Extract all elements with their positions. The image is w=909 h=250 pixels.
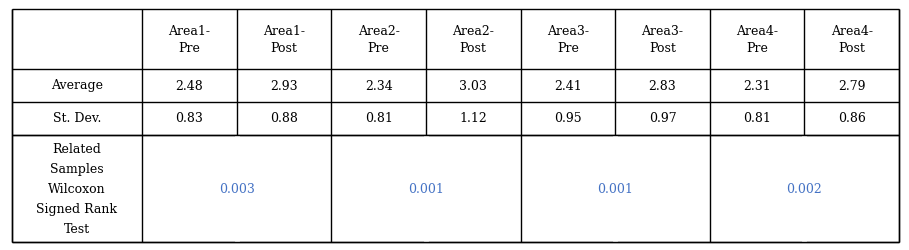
Text: 2.93: 2.93 — [270, 79, 298, 92]
Text: 0.81: 0.81 — [365, 112, 393, 125]
Text: 1.12: 1.12 — [459, 112, 487, 125]
Text: Area2-
Pre: Area2- Pre — [357, 25, 399, 54]
Text: 0.83: 0.83 — [175, 112, 204, 125]
Text: Area1-
Post: Area1- Post — [263, 25, 305, 54]
Text: 2.48: 2.48 — [175, 79, 204, 92]
Text: Average: Average — [51, 79, 103, 92]
Text: 0.97: 0.97 — [649, 112, 676, 125]
Text: 0.95: 0.95 — [554, 112, 582, 125]
Text: Area2-
Post: Area2- Post — [453, 25, 494, 54]
Text: 2.41: 2.41 — [554, 79, 582, 92]
Text: Area4-
Pre: Area4- Pre — [736, 25, 778, 54]
Text: 0.88: 0.88 — [270, 112, 298, 125]
Text: 0.81: 0.81 — [744, 112, 771, 125]
Text: St. Dev.: St. Dev. — [53, 112, 101, 125]
Text: 0.002: 0.002 — [786, 182, 823, 195]
Text: Area4-
Post: Area4- Post — [831, 25, 873, 54]
Text: Area3-
Pre: Area3- Pre — [547, 25, 589, 54]
Text: 0.003: 0.003 — [219, 182, 255, 195]
Text: 2.31: 2.31 — [744, 79, 771, 92]
Text: 3.03: 3.03 — [459, 79, 487, 92]
Text: 0.86: 0.86 — [838, 112, 865, 125]
Text: 2.34: 2.34 — [365, 79, 393, 92]
Text: Related
Samples
Wilcoxon
Signed Rank
Test: Related Samples Wilcoxon Signed Rank Tes… — [36, 142, 117, 235]
Text: 2.79: 2.79 — [838, 79, 865, 92]
Text: 2.83: 2.83 — [648, 79, 676, 92]
Text: 0.001: 0.001 — [408, 182, 444, 195]
Text: Area1-
Pre: Area1- Pre — [168, 25, 210, 54]
Text: 0.001: 0.001 — [597, 182, 633, 195]
Text: Area3-
Post: Area3- Post — [642, 25, 684, 54]
